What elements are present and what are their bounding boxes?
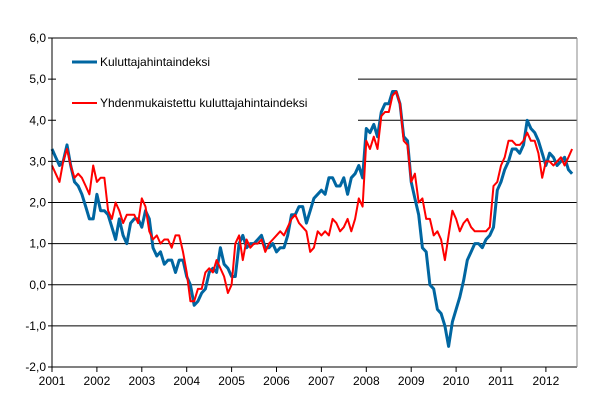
y-tick-label: 4,0 [29,113,46,127]
x-tick-label: 2006 [263,374,290,388]
y-tick-label: 6,0 [29,31,46,45]
x-tick-label: 2010 [443,374,470,388]
legend-background [56,42,358,126]
y-tick-label: 1,0 [29,237,46,251]
legend-label-hicp: Yhdenmukaistettu kuluttajahintaindeksi [100,96,307,110]
series-line-hicp [51,90,574,303]
x-tick-label: 2004 [173,374,200,388]
axes: -2,0 -1,0 0,0 1,0 2,0 3,0 4,0 5,0 6,0 2001 2002 200… [25,31,578,388]
y-tick-label: 3,0 [29,154,46,168]
y-tick-label: -2,0 [25,360,46,374]
y-tick-label: 2,0 [29,196,46,210]
series-line-cpi [50,90,574,348]
legend-label-cpi: Kuluttajahintaindeksi [100,55,210,69]
x-tick-label: 2001 [39,374,66,388]
legend: Kuluttajahintaindeksi Yhdenmukaistettu k… [56,42,358,126]
y-tick-label: -1,0 [25,319,46,333]
y-tick-label: 5,0 [29,72,46,86]
x-tick-label: 2009 [398,374,425,388]
x-tick-label: 2011 [488,374,514,388]
x-tick-label: 2012 [533,374,560,388]
x-tick-label: 2005 [218,374,245,388]
y-tick-label: 0,0 [29,278,46,292]
x-tick-label: 2002 [84,374,111,388]
series-lines [50,90,574,348]
x-tick-label: 2007 [308,374,335,388]
x-tick-label: 2008 [353,374,380,388]
x-tick-label: 2003 [128,374,155,388]
